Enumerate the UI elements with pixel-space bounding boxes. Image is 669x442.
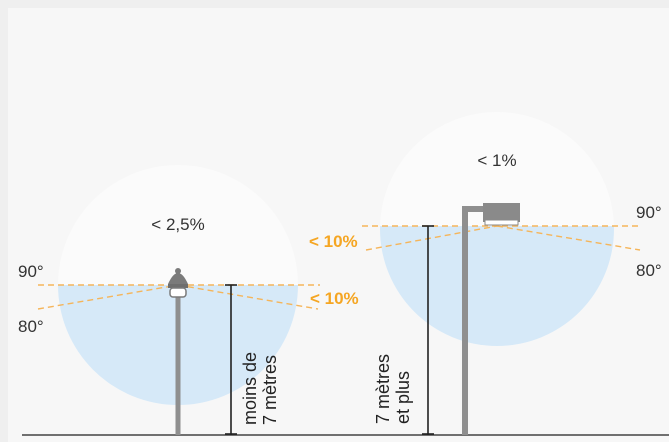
right-below-horizontal-label: < 10%: [309, 232, 358, 251]
left-height-indicator: [225, 284, 237, 435]
right-upward-light-label: < 1%: [477, 151, 516, 170]
left-angle-90-label: 90°: [18, 262, 44, 281]
right-80-degree-line-left: [365, 225, 498, 251]
left-80-degree-line-right: [177, 284, 319, 310]
right-height-label-line2: et plus: [393, 371, 413, 424]
right-height-label-line1: 7 mètres: [373, 354, 393, 424]
streetlamp-icon: [168, 268, 188, 435]
right-angle-80-label: 80°: [636, 261, 662, 280]
left-height-label-line2: 7 mètres: [260, 355, 280, 425]
left-upward-light-label: < 2,5%: [151, 215, 204, 234]
left-below-horizontal-label: < 10%: [310, 289, 359, 308]
right-height-indicator: [422, 225, 434, 435]
left-angle-80-label: 80°: [18, 317, 44, 336]
right-angle-90-label: 90°: [636, 203, 662, 222]
right-80-degree-line-right: [496, 225, 641, 251]
left-80-degree-line-left: [37, 284, 179, 310]
left-height-label-line1: moins de: [240, 352, 260, 425]
floodlight-icon: [462, 203, 520, 435]
